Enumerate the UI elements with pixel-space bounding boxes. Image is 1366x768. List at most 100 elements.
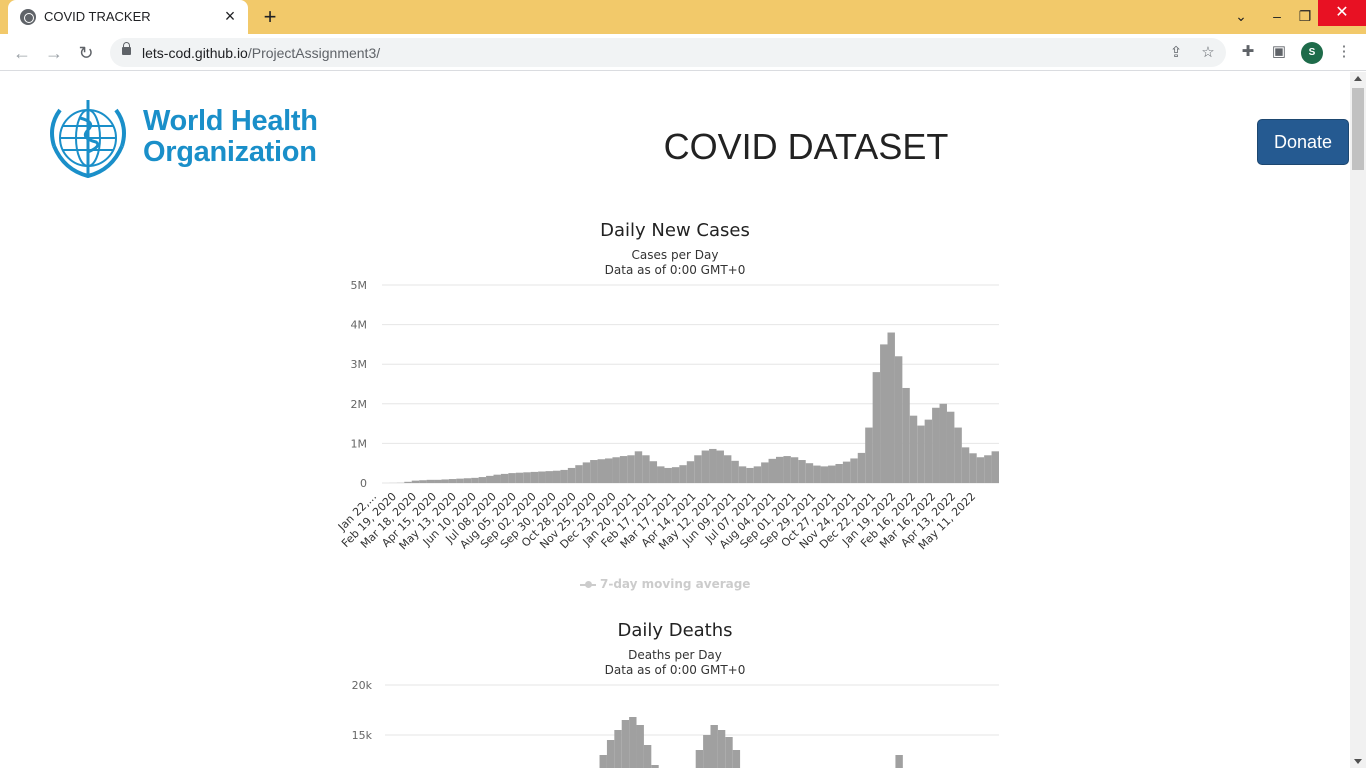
bar[interactable] <box>992 451 999 483</box>
bar[interactable] <box>404 482 411 483</box>
bar[interactable] <box>791 457 798 483</box>
bar[interactable] <box>531 472 538 483</box>
new-tab-button[interactable]: + <box>258 5 282 29</box>
scroll-down-icon[interactable] <box>1354 759 1362 764</box>
bar[interactable] <box>449 479 456 483</box>
bar[interactable] <box>984 455 991 483</box>
restore-button[interactable]: ❐ <box>1290 4 1320 28</box>
bar[interactable] <box>419 480 426 483</box>
bar[interactable] <box>679 465 686 483</box>
bar[interactable] <box>644 745 651 768</box>
bar[interactable] <box>635 451 642 483</box>
bar[interactable] <box>717 451 724 483</box>
bar[interactable] <box>508 473 515 483</box>
extensions-puzzle-icon[interactable]: ✚ <box>1238 42 1258 62</box>
bar[interactable] <box>725 737 732 768</box>
bar[interactable] <box>733 750 740 768</box>
bar[interactable] <box>835 464 842 483</box>
bar[interactable] <box>902 388 909 483</box>
bar[interactable] <box>614 730 621 768</box>
bar[interactable] <box>546 471 553 483</box>
bar[interactable] <box>441 479 448 483</box>
bar[interactable] <box>622 720 629 768</box>
scrollbar-thumb[interactable] <box>1352 88 1364 170</box>
bar[interactable] <box>464 478 471 483</box>
bar[interactable] <box>629 717 636 768</box>
bookmark-star-icon[interactable]: ☆ <box>1199 44 1217 62</box>
bar[interactable] <box>560 470 567 483</box>
url-text[interactable]: lets-cod.github.io/ProjectAssignment3/ <box>142 45 380 61</box>
bar[interactable] <box>858 453 865 483</box>
bar[interactable] <box>969 453 976 483</box>
bar[interactable] <box>813 466 820 483</box>
bar[interactable] <box>761 462 768 483</box>
bar[interactable] <box>627 455 634 483</box>
bar[interactable] <box>739 466 746 483</box>
browser-tab[interactable]: COVID TRACKER × <box>8 0 248 34</box>
bar[interactable] <box>703 735 710 768</box>
bar[interactable] <box>412 481 419 483</box>
bar[interactable] <box>932 408 939 483</box>
bar[interactable] <box>806 463 813 483</box>
bar[interactable] <box>664 468 671 483</box>
share-icon[interactable]: ⇪ <box>1167 44 1185 62</box>
browser-menu-icon[interactable]: ⋮ <box>1334 42 1354 62</box>
bar[interactable] <box>471 478 478 483</box>
forward-arrow-icon[interactable]: → <box>41 40 67 66</box>
bar[interactable] <box>486 476 493 483</box>
window-close-button[interactable]: ✕ <box>1318 0 1366 26</box>
bar[interactable] <box>590 460 597 483</box>
close-tab-icon[interactable]: × <box>220 6 240 26</box>
bar[interactable] <box>538 472 545 483</box>
bar[interactable] <box>501 474 508 483</box>
bar[interactable] <box>494 475 501 483</box>
bar[interactable] <box>427 480 434 483</box>
bar[interactable] <box>954 428 961 483</box>
bar[interactable] <box>718 730 725 768</box>
bar[interactable] <box>696 750 703 768</box>
bar[interactable] <box>828 466 835 483</box>
bar[interactable] <box>746 468 753 483</box>
bar[interactable] <box>925 420 932 483</box>
bar[interactable] <box>637 725 644 768</box>
bar[interactable] <box>672 467 679 483</box>
who-logo[interactable]: World Health Organization <box>40 96 320 182</box>
bar[interactable] <box>850 458 857 483</box>
bar[interactable] <box>702 451 709 483</box>
bar[interactable] <box>843 462 850 483</box>
bar[interactable] <box>434 480 441 483</box>
profile-avatar[interactable]: S <box>1301 42 1323 64</box>
bar[interactable] <box>865 428 872 483</box>
bar[interactable] <box>657 466 664 483</box>
bar[interactable] <box>724 455 731 483</box>
bar[interactable] <box>694 455 701 483</box>
chart-1-legend[interactable]: 7-day moving average <box>580 577 750 591</box>
bar[interactable] <box>612 457 619 483</box>
bar[interactable] <box>754 466 761 483</box>
bar[interactable] <box>776 457 783 483</box>
reload-icon[interactable]: ↻ <box>73 40 99 66</box>
bar[interactable] <box>731 461 738 483</box>
bar[interactable] <box>710 725 717 768</box>
bar[interactable] <box>783 456 790 483</box>
bar[interactable] <box>895 755 902 768</box>
bar[interactable] <box>687 461 694 483</box>
minimize-button[interactable]: – <box>1262 4 1292 28</box>
address-bar[interactable]: lets-cod.github.io/ProjectAssignment3/ ⇪… <box>110 38 1226 67</box>
bar[interactable] <box>962 447 969 483</box>
bar[interactable] <box>910 416 917 483</box>
bar[interactable] <box>821 466 828 483</box>
scroll-up-icon[interactable] <box>1354 76 1362 81</box>
bar[interactable] <box>947 412 954 483</box>
donate-button[interactable]: Donate <box>1257 119 1349 165</box>
bar[interactable] <box>516 473 523 483</box>
tab-search-chevron-icon[interactable]: ⌄ <box>1226 4 1256 28</box>
bar[interactable] <box>650 461 657 483</box>
bar[interactable] <box>642 455 649 483</box>
bar[interactable] <box>873 372 880 483</box>
bar[interactable] <box>600 755 607 768</box>
bar[interactable] <box>709 449 716 483</box>
bar[interactable] <box>456 479 463 483</box>
bar[interactable] <box>887 333 894 483</box>
bar[interactable] <box>769 459 776 483</box>
